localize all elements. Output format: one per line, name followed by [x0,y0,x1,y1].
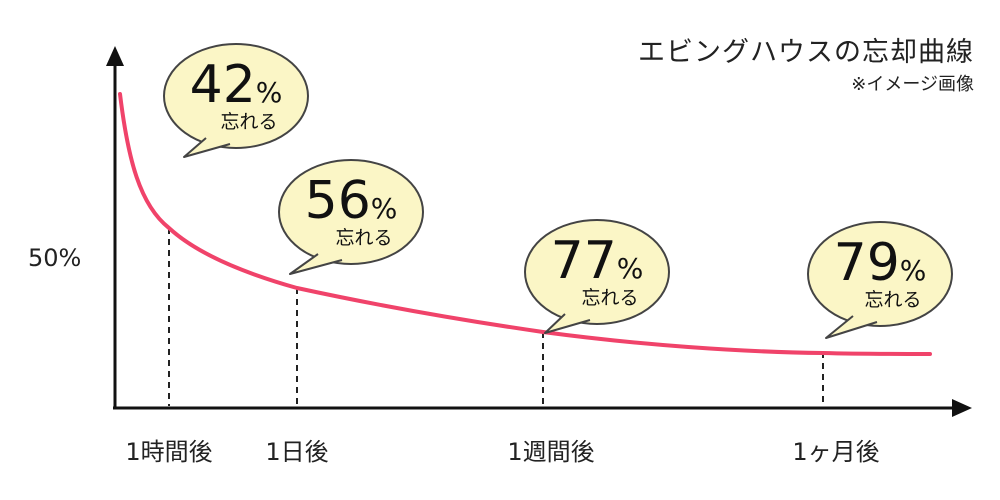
percent-sign: % [616,252,644,285]
y-axis-arrow [106,46,124,66]
speech-bubble [524,219,670,325]
speech-bubble-tail-fill [567,308,588,317]
speech-bubble-tail [183,137,231,158]
percent-sign: % [255,76,283,109]
forget-value: 77 [550,231,617,291]
forget-note: 忘れる [220,111,278,133]
speech-bubble-tail-fill [320,248,340,257]
forget-note: 忘れる [864,289,922,311]
percent-sign: % [899,254,927,287]
percent-sign: % [370,192,398,225]
speech-bubble-tail-fill [208,132,228,141]
speech-bubble-tail [825,315,878,339]
forget-value: 56 [304,171,371,231]
x-axis-arrow [952,399,972,417]
speech-bubble-tail [289,253,343,275]
forget-bubble-label: 42% 忘れる [190,59,283,133]
forget-bubble-label: 56% 忘れる [305,175,398,249]
y-tick-label: 50% [28,244,82,272]
x-tick-label: 1ヶ月後 [792,438,880,466]
forget-value: 42 [189,55,256,115]
forget-value: 79 [833,233,900,293]
forget-note: 忘れる [335,227,393,249]
speech-bubble-tail [544,313,591,334]
speech-bubble [278,159,424,265]
forget-note: 忘れる [581,287,639,309]
forget-bubble-label: 79% 忘れる [834,237,927,311]
chart-subtitle: ※イメージ画像 [851,74,974,95]
x-tick-label: 1週間後 [507,438,595,466]
speech-bubble [807,221,953,327]
chart-title: エビングハウスの忘却曲線 [638,37,974,68]
speech-bubble-tail-fill [855,310,875,319]
forget-bubble-label: 77% 忘れる [551,235,644,309]
speech-bubble [163,43,309,149]
forgetting-curve-line [118,92,932,356]
x-tick-label: 1時間後 [125,438,213,466]
x-tick-label: 1日後 [265,438,329,466]
